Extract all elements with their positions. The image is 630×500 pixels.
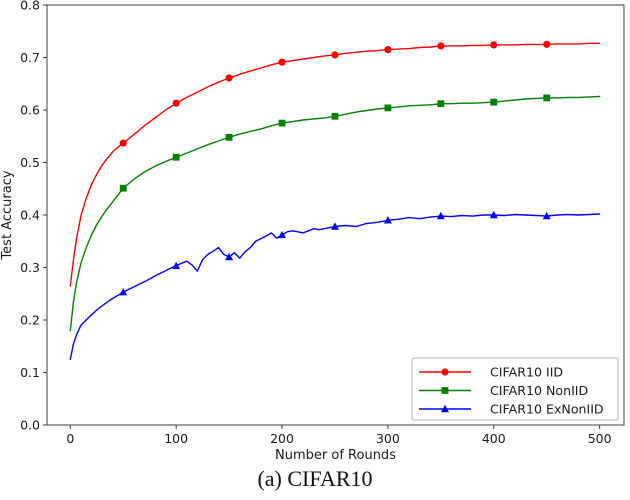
square-marker-icon bbox=[278, 119, 286, 127]
legend-entry-cifar10-exnoniid: CIFAR10 ExNonIID bbox=[419, 401, 604, 416]
legend-label: CIFAR10 NonIID bbox=[490, 383, 588, 398]
x-tick-label: 400 bbox=[482, 431, 506, 446]
triangle-marker-icon bbox=[172, 261, 181, 270]
y-tick-label: 0.6 bbox=[20, 102, 40, 117]
legend: CIFAR10 IID CIFAR10 NonIID CIFAR10 ExNonII… bbox=[411, 357, 619, 421]
series-cifar10-noniid bbox=[69, 94, 601, 332]
circle-marker-icon bbox=[278, 58, 286, 66]
square-marker-icon bbox=[119, 184, 127, 192]
y-tick-label: 0.1 bbox=[20, 365, 40, 380]
x-tick-label: 200 bbox=[270, 431, 294, 446]
y-tick-label: 0.5 bbox=[20, 155, 40, 170]
y-tick-label: 0.0 bbox=[20, 417, 40, 432]
triangle-marker-icon bbox=[383, 216, 392, 224]
legend-entry-cifar10-iid: CIFAR10 IID bbox=[419, 364, 563, 379]
y-tick-label: 0.8 bbox=[20, 0, 40, 12]
y-tick-label: 0.3 bbox=[20, 260, 40, 275]
series-cifar10-iid bbox=[69, 40, 601, 287]
legend-entry-cifar10-noniid: CIFAR10 NonIID bbox=[419, 383, 588, 398]
x-tick-label: 300 bbox=[376, 431, 400, 446]
x-tick-label: 0 bbox=[66, 431, 74, 446]
series-line-cifar10-noniid bbox=[69, 95, 601, 332]
triangle-marker-icon bbox=[489, 210, 498, 219]
x-axis: 0 100 200 300 400 500 Number of Rounds bbox=[66, 425, 612, 463]
y-tick-label: 0.7 bbox=[20, 50, 40, 65]
legend-label: CIFAR10 ExNonIID bbox=[490, 401, 604, 416]
square-marker-icon bbox=[384, 104, 392, 112]
circle-marker-icon bbox=[225, 74, 233, 82]
x-tick-label: 500 bbox=[588, 431, 612, 446]
triangle-marker-icon bbox=[436, 211, 445, 220]
triangle-marker-icon bbox=[119, 287, 128, 296]
series-cifar10-exnoniid bbox=[69, 210, 601, 361]
x-axis-label: Number of Rounds bbox=[275, 448, 396, 463]
circle-marker-icon bbox=[331, 51, 339, 59]
square-marker-icon bbox=[331, 112, 339, 120]
figure-caption: (a) CIFAR10 bbox=[257, 466, 373, 491]
square-marker-icon bbox=[172, 153, 180, 161]
square-marker-icon bbox=[543, 94, 551, 102]
x-tick-label: 100 bbox=[164, 431, 188, 446]
circle-marker-icon bbox=[384, 46, 392, 54]
triangle-marker-icon bbox=[441, 404, 449, 413]
y-tick-label: 0.2 bbox=[20, 312, 40, 327]
y-axis: 0.0 0.1 0.2 0.3 0.4 0.5 0.6 0.7 0.8 Test Accuracy bbox=[0, 0, 47, 432]
circle-marker-icon bbox=[119, 139, 127, 147]
circle-marker-icon bbox=[437, 42, 445, 50]
legend-label: CIFAR10 IID bbox=[490, 364, 563, 379]
square-marker-icon bbox=[441, 387, 449, 394]
triangle-marker-icon bbox=[225, 252, 234, 261]
triangle-marker-icon bbox=[542, 211, 551, 220]
circle-marker-icon bbox=[441, 368, 449, 376]
circle-marker-icon bbox=[543, 40, 551, 48]
legend-box bbox=[411, 357, 619, 421]
triangle-marker-icon bbox=[278, 230, 287, 239]
circle-marker-icon bbox=[172, 99, 180, 107]
circle-marker-icon bbox=[490, 41, 498, 49]
y-axis-label: Test Accuracy bbox=[0, 170, 15, 260]
square-marker-icon bbox=[437, 100, 445, 108]
series-line-cifar10-iid bbox=[69, 42, 601, 287]
y-tick-label: 0.4 bbox=[20, 207, 40, 222]
series-line-cifar10-exnoniid bbox=[69, 213, 601, 361]
square-marker-icon bbox=[490, 98, 498, 106]
triangle-marker-icon bbox=[330, 222, 339, 230]
square-marker-icon bbox=[225, 133, 233, 141]
